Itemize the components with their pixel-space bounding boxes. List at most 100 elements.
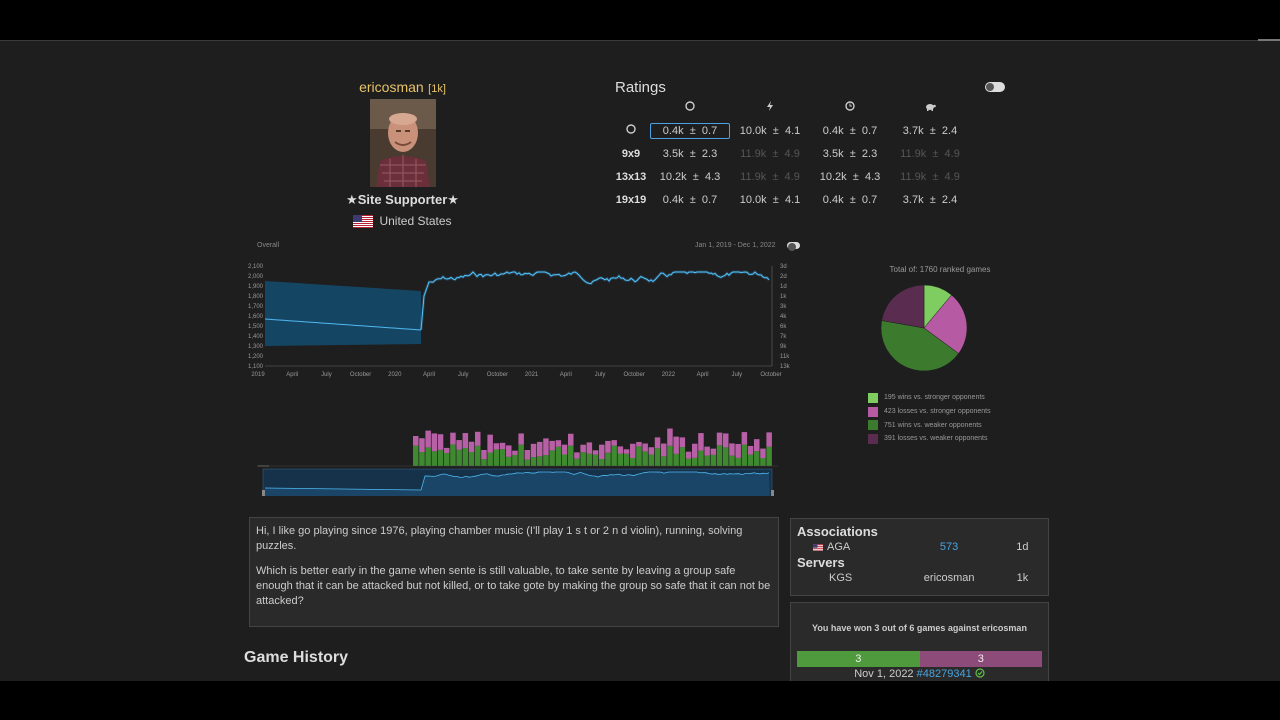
ratings-toggle[interactable] xyxy=(985,82,1005,92)
rating-cell[interactable]: 3.7k ± 2.4 xyxy=(890,188,970,211)
rating-cell[interactable]: 3.5k ± 2.3 xyxy=(810,142,890,165)
navigator-handle-right[interactable] xyxy=(771,490,774,496)
y-tick-label-right: 3d xyxy=(780,264,787,270)
games-bar-losses xyxy=(692,443,698,458)
pie-slice[interactable] xyxy=(881,284,925,329)
games-bar-wins xyxy=(586,453,593,466)
rating-cell[interactable]: 0.4k ± 0.7 xyxy=(810,119,890,142)
plus-minus: ± xyxy=(772,170,779,183)
games-bar-losses xyxy=(654,437,661,449)
pie-legend: 195 wins vs. stronger opponents 423 losse… xyxy=(868,391,991,446)
y-tick-label-left: 1,400 xyxy=(248,334,264,340)
rating-cell[interactable]: 10.0k ± 4.1 xyxy=(730,188,810,211)
legend-label: 751 wins vs. weaker opponents xyxy=(884,421,982,429)
games-bar-wins xyxy=(599,459,605,466)
rating-cell[interactable]: 11.9k ± 4.9 xyxy=(890,142,970,165)
rating-value: 0.4k xyxy=(662,124,684,137)
y-tick-label-left: 1,300 xyxy=(248,344,264,350)
y-tick-label-right: 9k xyxy=(780,344,787,350)
association-id-link[interactable]: 573 xyxy=(939,541,959,553)
rating-cell[interactable]: 10.2k ± 4.3 xyxy=(650,165,730,188)
servers-title: Servers xyxy=(797,555,845,570)
rating-value: 3.7k xyxy=(902,193,924,206)
rating-cell[interactable]: 10.2k ± 4.3 xyxy=(810,165,890,188)
games-bar-wins xyxy=(481,459,487,466)
games-bar-losses xyxy=(648,447,655,455)
games-bar-wins xyxy=(524,459,531,466)
games-bar-losses xyxy=(698,433,704,451)
games-bar-wins xyxy=(630,457,636,466)
bio-paragraph: Hi, I like go playing since 1976, playin… xyxy=(256,525,743,552)
rating-cell[interactable]: 11.9k ± 4.9 xyxy=(890,165,970,188)
y-tick-label-left: 1,100 xyxy=(248,364,264,370)
overall-size-icon xyxy=(612,119,650,142)
rating-cell[interactable]: 3.7k ± 2.4 xyxy=(890,119,970,142)
rating-value: 10.2k xyxy=(659,170,687,183)
pie-slice[interactable] xyxy=(880,320,959,372)
plus-minus: ± xyxy=(772,124,779,137)
games-bar-wins xyxy=(530,457,537,466)
game-history-title: Game History xyxy=(244,649,349,666)
y-tick-label-right: 11k xyxy=(780,354,790,360)
rating-cell[interactable]: 11.9k ± 4.9 xyxy=(730,165,810,188)
games-bar-wins xyxy=(425,447,431,466)
y-tick-label-left: 1,500 xyxy=(248,324,264,330)
games-bar-wins xyxy=(419,452,425,466)
chart-toggle[interactable] xyxy=(787,242,800,251)
legend-swatch xyxy=(868,392,878,403)
games-bar-losses xyxy=(741,432,748,445)
games-bar-wins xyxy=(679,447,686,466)
rating-cell[interactable]: 0.4k ± 0.7 xyxy=(650,119,730,142)
games-bar-wins xyxy=(760,458,766,466)
games-bar-wins xyxy=(735,457,741,466)
games-bar-losses xyxy=(518,433,524,445)
rating-cell[interactable]: 10.0k ± 4.1 xyxy=(730,119,810,142)
rating-cell[interactable]: 11.9k ± 4.9 xyxy=(730,142,810,165)
games-bar-wins xyxy=(499,449,506,466)
rating-deviation: 4.3 xyxy=(864,170,881,183)
rating-cell[interactable]: 0.4k ± 0.7 xyxy=(810,188,890,211)
games-bar-losses xyxy=(468,441,475,452)
legend-item: 391 losses vs. weaker opponents xyxy=(868,432,991,446)
association-name: AGA xyxy=(827,541,851,553)
games-bar-losses xyxy=(754,439,760,452)
user-rank: [1k] xyxy=(428,83,446,95)
games-bar-losses xyxy=(667,428,673,446)
plus-minus: ± xyxy=(692,170,699,183)
last-game-link[interactable]: #48279341 xyxy=(916,668,972,680)
legend-item: 751 wins vs. weaker opponents xyxy=(868,418,991,432)
navigator-handle-left[interactable] xyxy=(262,490,265,496)
games-bar-wins xyxy=(729,455,735,466)
rating-cell[interactable]: 0.4k ± 0.7 xyxy=(650,188,730,211)
games-bar-wins xyxy=(648,454,655,466)
rating-value: 3.5k xyxy=(662,147,684,160)
games-bar-losses xyxy=(685,451,692,459)
rating-value: 10.2k xyxy=(819,170,847,183)
plus-minus: ± xyxy=(772,193,779,206)
rating-cell[interactable]: 3.5k ± 2.3 xyxy=(650,142,730,165)
x-tick-label: April xyxy=(560,372,572,378)
games-bar-losses xyxy=(456,440,462,450)
username[interactable]: ericosman xyxy=(359,79,424,95)
x-tick-label: 2019 xyxy=(251,372,265,378)
games-bar-losses xyxy=(493,443,500,450)
games-bar-wins xyxy=(685,458,692,466)
pie-slice[interactable] xyxy=(923,294,968,354)
games-bar-wins xyxy=(555,446,562,466)
games-bar-losses xyxy=(710,448,717,455)
legend-label: 423 losses vs. stronger opponents xyxy=(884,408,991,416)
last-game-date: Nov 1, 2022 xyxy=(854,668,914,680)
rating-history-chart[interactable]: 2,100 2,000 1,900 1,800 1,700 1,600 1,500 1,400… xyxy=(245,256,805,496)
games-bar-wins xyxy=(710,454,717,466)
x-tick-label: October xyxy=(760,372,781,378)
games-bar-losses xyxy=(605,440,611,453)
last-game: Nov 1, 2022 #48279341 xyxy=(797,668,1042,680)
games-bar-wins xyxy=(580,452,586,466)
games-bar-wins xyxy=(456,449,462,466)
rating-deviation: 0.7 xyxy=(701,193,718,206)
legend-label: 391 losses vs. weaker opponents xyxy=(884,435,988,443)
win-loss-pie-chart[interactable] xyxy=(879,283,969,373)
games-bar-losses xyxy=(437,434,444,450)
rating-line[interactable] xyxy=(420,271,770,331)
rating-value: 3.5k xyxy=(822,147,844,160)
